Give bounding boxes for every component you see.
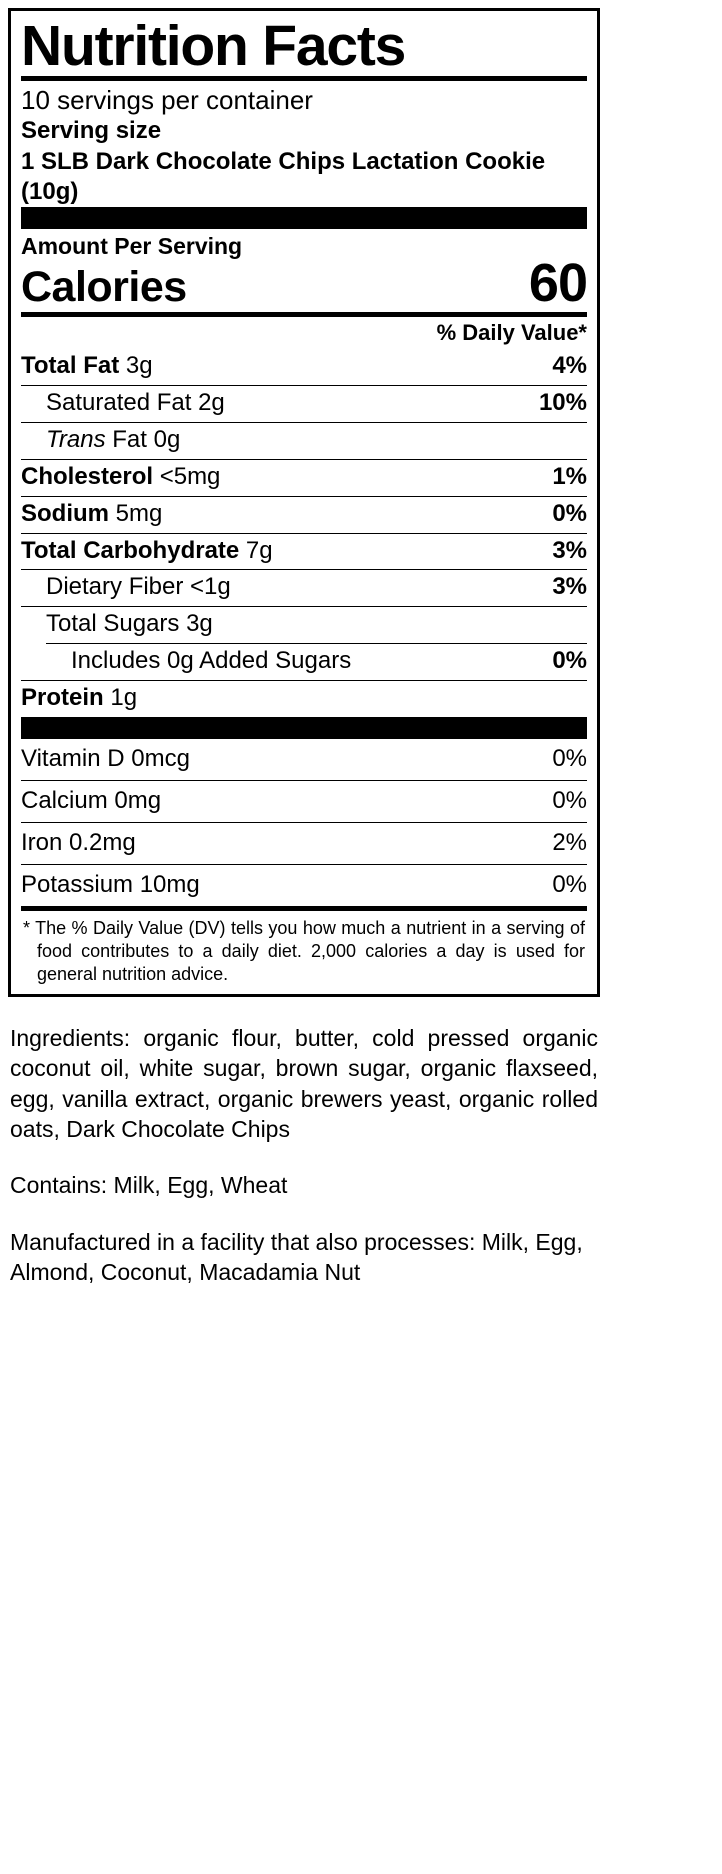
daily-value-header: % Daily Value* xyxy=(436,320,587,346)
servings-per-container: 10 servings per container xyxy=(21,84,313,115)
nutrient-label: Sodium 5mg xyxy=(21,499,163,527)
micronutrient-daily-value: 0% xyxy=(552,786,587,814)
micronutrient-label: Vitamin D 0mcg xyxy=(21,744,190,772)
nutrient-row: Cholesterol <5mg 1% xyxy=(21,460,587,496)
nutrient-daily-value: 3% xyxy=(552,573,587,601)
nutrient-sub-divider xyxy=(46,643,587,645)
micronutrient-row: Vitamin D 0mcg 0% xyxy=(21,739,587,780)
nutrient-row: Protein 1g xyxy=(21,681,587,717)
calories-value: 60 xyxy=(528,253,588,314)
nutrient-daily-value: 3% xyxy=(552,536,587,564)
micronutrient-label: Iron 0.2mg xyxy=(21,828,136,856)
nutrient-divider xyxy=(21,532,587,534)
nutrient-rows: Total Fat 3g 4% Saturated Fat 2g 10% Trans F… xyxy=(21,349,587,717)
micronutrient-label: Potassium 10mg xyxy=(21,870,200,898)
nutrient-label: Total Carbohydrate 7g xyxy=(21,536,273,564)
micronutrient-divider xyxy=(21,821,587,823)
serving-size-value: 1 SLB Dark Chocolate Chips Lactation Coo… xyxy=(21,147,546,205)
nutrient-row: Trans Fat 0g xyxy=(21,423,587,459)
micronutrient-daily-value: 2% xyxy=(552,828,587,856)
amount-per-serving-label: Amount Per Serving xyxy=(21,233,243,260)
micronutrient-label: Calcium 0mg xyxy=(21,786,162,814)
daily-value-footnote: * The % Daily Value (DV) tells you how m… xyxy=(21,911,587,988)
nutrient-divider xyxy=(21,495,587,497)
nutrient-row: Total Fat 3g 4% xyxy=(21,349,587,385)
ingredients-list: Ingredients: organic flour, butter, cold… xyxy=(10,1024,598,1143)
nutrient-label: Dietary Fiber <1g xyxy=(46,573,231,601)
nutrition-label-page: Nutrition Facts 10 servings per containe… xyxy=(8,8,600,1288)
nutrient-divider xyxy=(21,458,587,460)
footnote-text: * The % Daily Value (DV) tells you how m… xyxy=(23,917,585,984)
facility-statement: Manufactured in a facility that also pro… xyxy=(10,1228,583,1286)
footnote-divider xyxy=(21,905,587,911)
micronutrient-daily-value: 0% xyxy=(552,744,587,772)
nutrient-label: Includes 0g Added Sugars xyxy=(71,647,352,675)
nutrient-row: Sodium 5mg 0% xyxy=(21,497,587,533)
micronutrient-divider xyxy=(21,863,587,865)
nutrient-row: Includes 0g Added Sugars 0% xyxy=(21,644,587,680)
nutrient-row: Dietary Fiber <1g 3% xyxy=(21,570,587,606)
serving-divider-bar xyxy=(21,207,587,230)
micronutrient-daily-value: 0% xyxy=(552,870,587,898)
nutrition-facts-panel: Nutrition Facts 10 servings per containe… xyxy=(8,8,600,997)
micronutrient-divider xyxy=(21,779,587,781)
nutrient-row: Saturated Fat 2g 10% xyxy=(21,386,587,422)
nutrient-divider xyxy=(21,680,587,682)
nutrient-daily-value: 10% xyxy=(538,389,587,417)
nutrient-row: Total Carbohydrate 7g 3% xyxy=(21,534,587,570)
micronutrient-row: Potassium 10mg 0% xyxy=(21,865,587,906)
title-divider xyxy=(21,75,587,81)
nutrient-daily-value: 1% xyxy=(552,462,587,490)
nutrient-label: Trans Fat 0g xyxy=(46,425,181,453)
page-title: Nutrition Facts xyxy=(21,14,406,78)
protein-divider-bar xyxy=(21,716,587,739)
nutrient-daily-value: 0% xyxy=(552,647,587,675)
micronutrient-rows: Vitamin D 0mcg 0% Calcium 0mg 0% Iron 0.2mg 2… xyxy=(21,739,587,906)
calories-row: Calories 60 xyxy=(21,253,588,314)
nutrient-label: Total Sugars 3g xyxy=(46,610,213,638)
nutrient-daily-value: 4% xyxy=(552,352,587,380)
nutrient-label: Saturated Fat 2g xyxy=(46,389,225,417)
micronutrient-row: Iron 0.2mg 2% xyxy=(21,823,587,864)
nutrient-divider xyxy=(21,569,587,571)
calories-divider xyxy=(21,312,587,318)
serving-size-label: Serving size xyxy=(21,117,162,145)
nutrient-row: Total Sugars 3g xyxy=(21,607,587,643)
contains-statement: Contains: Milk, Egg, Wheat xyxy=(10,1172,288,1199)
nutrient-divider xyxy=(21,385,587,387)
nutrient-divider xyxy=(21,421,587,423)
nutrient-label: Cholesterol <5mg xyxy=(21,462,221,490)
calories-label: Calories xyxy=(21,263,187,311)
nutrient-label: Total Fat 3g xyxy=(21,352,153,380)
micronutrient-row: Calcium 0mg 0% xyxy=(21,781,587,822)
nutrient-divider xyxy=(21,606,587,608)
ingredients-block: Ingredients: organic flour, butter, cold… xyxy=(8,997,600,1288)
nutrient-daily-value: 0% xyxy=(552,499,587,527)
nutrient-label: Protein 1g xyxy=(21,684,138,712)
